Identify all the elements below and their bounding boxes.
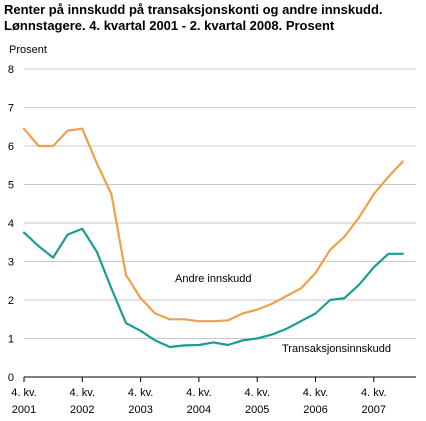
y-tick-labels: 0 1 2 3 4 5 6 7 8	[8, 64, 14, 384]
x-tick-label-line1: 4. kv.	[70, 387, 95, 399]
x-tick-label-line2: 2005	[245, 404, 269, 416]
x-tick-label-line2: 2007	[362, 404, 386, 416]
x-tick-label-line1: 4. kv.	[244, 387, 269, 399]
x-tick-label-line1: 4. kv.	[303, 387, 328, 399]
series-label-andre-innskudd: Andre innskudd	[175, 273, 251, 285]
chart-title: Renter på innskudd på transaksjonskonti …	[4, 2, 424, 34]
y-tick-label: 8	[8, 64, 14, 76]
x-tick-label-line1: 4. kv.	[186, 387, 211, 399]
y-tick-label: 4	[8, 218, 14, 230]
x-tick-label-line2: 2004	[187, 404, 211, 416]
chart-title-line-1: Renter på innskudd på transaksjonskonti …	[4, 2, 383, 17]
grid-lines	[24, 68, 416, 378]
y-tick-label: 2	[8, 295, 14, 307]
x-tick-label-line1: 4. kv.	[128, 387, 153, 399]
x-tick-label-line2: 2002	[70, 404, 94, 416]
series-label-transaksjonsinnskudd: Transaksjonsinnskudd	[282, 343, 391, 355]
x-tick-label-line2: 2006	[303, 404, 327, 416]
x-tick-label-line1: 4. kv.	[11, 387, 36, 399]
y-tick-label: 1	[8, 334, 14, 346]
y-tick-label: 0	[8, 372, 14, 384]
x-tick-labels: 4. kv. 2001 4. kv. 2002 4. kv. 2003 4. kv. 2004…	[11, 377, 387, 416]
y-tick-label: 6	[8, 141, 14, 153]
y-tick-label: 7	[8, 103, 14, 115]
y-tick-label: 3	[8, 257, 14, 269]
x-tick-label-line2: 2001	[12, 404, 36, 416]
chart-title-line-2: Lønnstagere. 4. kvartal 2001 - 2. kvarta…	[4, 18, 335, 33]
y-axis-label: Prosent	[9, 44, 47, 56]
y-tick-label: 5	[8, 180, 14, 192]
x-tick-label-line2: 2003	[128, 404, 152, 416]
series-line-transaksjonsinnskudd	[22, 227, 404, 349]
series-lines	[22, 127, 404, 349]
x-tick-label-line1: 4. kv.	[361, 387, 386, 399]
series-line-andre-innskudd	[22, 127, 404, 323]
